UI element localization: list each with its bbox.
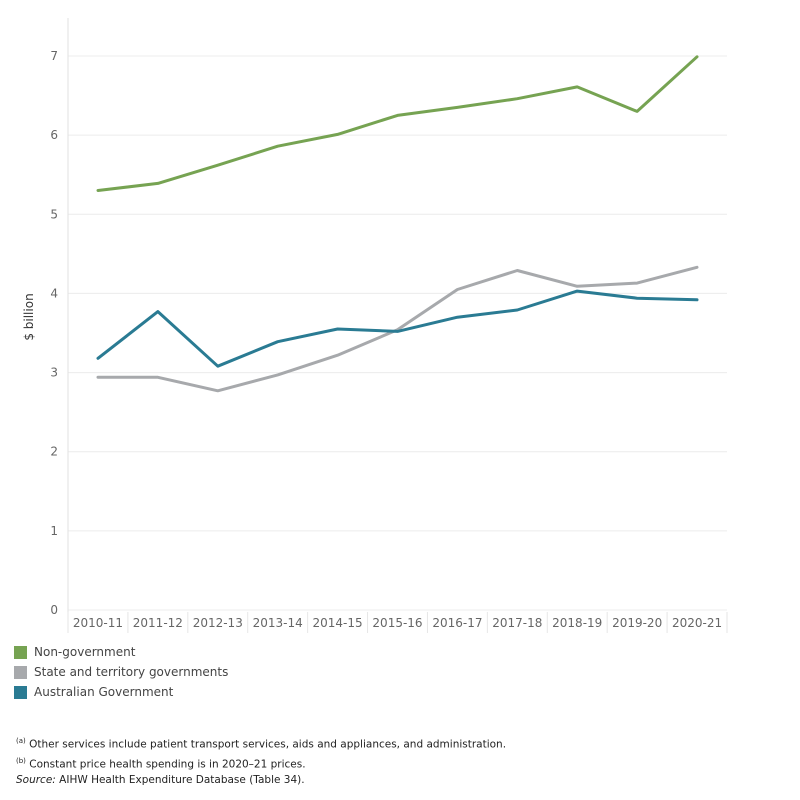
x-tick-label: 2010-11	[73, 616, 123, 630]
line-chart: 0 1 2 3 4 5 6 7 2010-11 2011-12 2012-13 2013-14 201…	[22, 18, 728, 633]
legend-item[interactable]: Australian Government	[14, 682, 228, 702]
legend-label: State and territory governments	[34, 665, 229, 679]
x-tick-label: 2012-13	[193, 616, 243, 630]
legend-item[interactable]: State and territory governments	[14, 662, 228, 682]
series-line-state-and-territory-governments[interactable]	[96, 265, 699, 393]
legend: Non-government State and territory govern…	[14, 642, 228, 702]
x-tick-label: 2018-19	[552, 616, 602, 630]
source-note: Source: AIHW Health Expenditure Database…	[16, 774, 305, 786]
y-tick-label: 2	[50, 445, 58, 459]
x-tick-label: 2015-16	[372, 616, 422, 630]
legend-swatch	[14, 645, 27, 659]
y-tick-label: 0	[50, 603, 58, 617]
x-tick-label: 2011-12	[133, 616, 183, 630]
y-axis-label: $ billion	[22, 293, 36, 340]
x-tick-label: 2019-20	[612, 616, 662, 630]
x-tick-label: 2014-15	[313, 616, 363, 630]
series-line-non-government[interactable]	[96, 55, 699, 192]
x-tick-label: 2020-21	[672, 616, 722, 630]
legend-label: Australian Government	[34, 685, 174, 699]
legend-swatch	[14, 665, 27, 679]
footnote-b: (b) Constant price health spending is in…	[16, 756, 306, 771]
footnote-a: (a) Other services include patient trans…	[16, 737, 507, 751]
legend-swatch	[14, 685, 27, 699]
x-tick-label: 2017-18	[492, 616, 542, 630]
y-tick-label: 4	[50, 286, 58, 300]
legend-label: Non-government	[34, 645, 136, 659]
footnotes: (a) Other services include patient trans…	[16, 733, 506, 788]
x-tick-label: 2016-17	[432, 616, 482, 630]
y-tick-label: 7	[50, 49, 58, 63]
x-tick-label: 2013-14	[253, 616, 303, 630]
series-line-australian-government[interactable]	[96, 289, 699, 368]
y-tick-label: 6	[50, 128, 58, 142]
y-tick-label: 1	[50, 524, 58, 538]
y-tick-label: 5	[50, 207, 58, 221]
y-tick-label: 3	[50, 366, 58, 380]
legend-item[interactable]: Non-government	[14, 642, 228, 662]
